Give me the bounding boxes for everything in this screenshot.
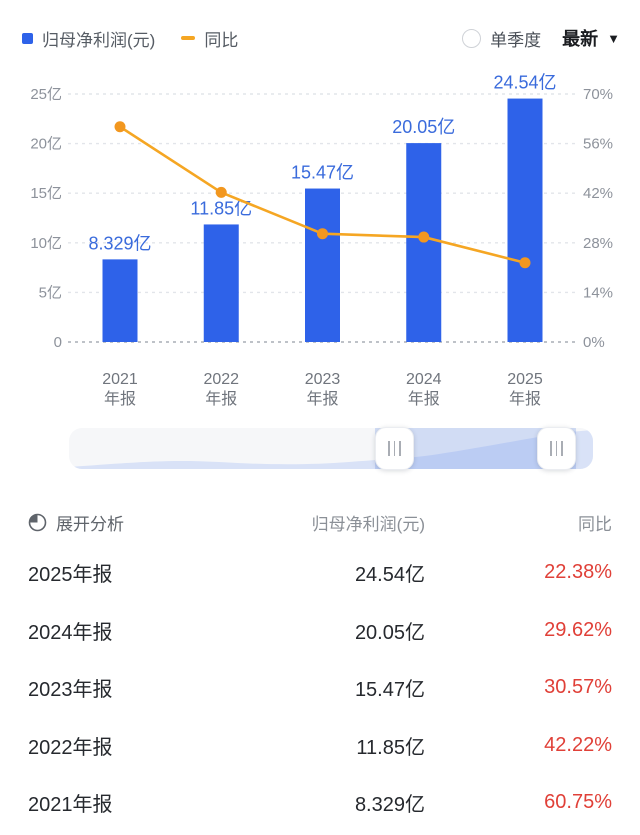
table-row[interactable]: 2023年报 15.47亿 30.57%	[0, 659, 640, 717]
range-slider-area-shape	[69, 430, 593, 469]
x-axis-label-period[interactable]: 年报	[306, 390, 338, 408]
yoy-cell: 60.75%	[544, 791, 612, 814]
period-dropdown-value[interactable]: 最新	[562, 29, 599, 49]
x-axis-label-year[interactable]: 2023	[305, 371, 341, 388]
x-axis-label-year[interactable]: 2021	[102, 371, 138, 388]
left-axis-tick-label: 25亿	[30, 86, 62, 103]
expand-analysis-button[interactable]: 展开分析	[28, 510, 255, 535]
period-cell: 2023年报	[28, 679, 113, 702]
drag-handle-icon	[388, 441, 390, 456]
yoy-cell: 42.22%	[544, 733, 612, 756]
right-axis-tick-label: 28%	[583, 235, 613, 252]
profit-bar[interactable]	[507, 98, 543, 342]
net-profit-cell: 24.54亿	[354, 564, 425, 587]
legend-label: 归母净利润(元)	[42, 30, 156, 50]
period-cell: 2024年报	[28, 621, 113, 644]
analysis-table: 展开分析 归母净利润(元) 同比 2025年报 24.54亿 22.38% 20…	[0, 500, 640, 832]
x-axis-label-year[interactable]: 2022	[203, 371, 239, 388]
yoy-line-point[interactable]	[317, 228, 328, 240]
table-row[interactable]: 2024年报 20.05亿 29.62%	[0, 602, 640, 660]
range-slider-right-handle[interactable]	[537, 427, 576, 470]
x-axis-label-period[interactable]: 年报	[104, 390, 136, 408]
profit-bar[interactable]	[102, 259, 138, 342]
net-profit-cell: 8.329亿	[354, 794, 425, 817]
expand-analysis-label[interactable]: 展开分析	[56, 514, 124, 534]
right-axis-tick-label: 0%	[583, 334, 605, 351]
net-profit-cell: 20.05亿	[354, 621, 425, 644]
chart-legend: 归母净利润(元) 同比	[22, 26, 238, 51]
yoy-line-point[interactable]	[519, 257, 531, 269]
right-axis-tick-label: 42%	[583, 185, 613, 202]
table-header-row: 展开分析 归母净利润(元) 同比	[0, 500, 640, 544]
yoy-cell: 29.62%	[544, 618, 612, 641]
right-axis-tick-label: 14%	[583, 284, 613, 301]
bar-value-label: 15.47亿	[291, 163, 354, 183]
legend-label: 同比	[204, 30, 239, 50]
bar-series-swatch-icon	[22, 32, 33, 44]
period-dropdown[interactable]: 最新 ▼	[562, 25, 620, 51]
yoy-line-point[interactable]	[215, 186, 227, 198]
right-axis-tick-label: 70%	[583, 86, 613, 103]
yoy-line-point[interactable]	[114, 121, 126, 133]
left-axis-tick-label: 10亿	[30, 235, 62, 252]
table-row[interactable]: 2021年报 8.329亿 60.75%	[0, 774, 640, 832]
net-profit-cell: 15.47亿	[354, 679, 425, 702]
range-slider-left-handle[interactable]	[375, 427, 414, 470]
drag-handle-icon	[399, 441, 401, 456]
line-series-swatch-icon	[181, 36, 196, 40]
range-slider-preview	[69, 428, 593, 469]
legend-item-net-profit[interactable]: 归母净利润(元)	[22, 26, 155, 51]
bar-value-label: 11.85亿	[190, 198, 252, 218]
x-axis-label-period[interactable]: 年报	[408, 390, 440, 408]
chart-toolbar: 归母净利润(元) 同比 单季度 最新 ▼	[0, 22, 640, 54]
right-axis-tick-label: 56%	[583, 136, 613, 153]
drag-handle-icon	[555, 441, 558, 456]
column-header-yoy: 同比	[578, 514, 612, 534]
drag-handle-icon	[550, 441, 552, 456]
bar-value-label: 8.329亿	[88, 233, 151, 253]
x-axis-label-year[interactable]: 2024	[406, 371, 442, 388]
x-axis-label-period[interactable]: 年报	[509, 390, 541, 408]
period-cell: 2021年报	[28, 794, 113, 817]
left-axis-tick-label: 5亿	[39, 284, 62, 301]
left-axis-tick-label: 0	[54, 334, 62, 351]
left-axis-tick-label: 20亿	[30, 136, 62, 153]
drag-handle-icon	[561, 441, 563, 456]
x-axis-label-period[interactable]: 年报	[205, 390, 237, 408]
profit-yoy-chart[interactable]: 25亿 20亿 15亿 10亿 5亿 0 70% 56% 42% 28% 14% 0% 8.329亿 11…	[0, 70, 640, 420]
x-axis-label-year[interactable]: 2025	[507, 371, 543, 388]
yoy-cell: 30.57%	[544, 676, 612, 699]
profit-bar[interactable]	[305, 188, 340, 342]
column-header-net-profit: 归母净利润(元)	[311, 514, 425, 534]
drag-handle-icon	[393, 441, 396, 456]
left-axis-tick-label: 15亿	[30, 185, 62, 202]
pie-analysis-icon	[28, 513, 47, 531]
chevron-down-icon[interactable]: ▼	[607, 30, 620, 46]
legend-item-yoy[interactable]: 同比	[181, 26, 238, 51]
chart-range-slider[interactable]	[69, 427, 593, 470]
single-quarter-label[interactable]: 单季度	[490, 30, 542, 50]
period-cell: 2022年报	[28, 736, 113, 759]
single-quarter-radio[interactable]	[462, 28, 482, 48]
yoy-cell: 22.38%	[544, 561, 612, 584]
period-cell: 2025年报	[28, 564, 113, 587]
profit-bar[interactable]	[203, 224, 239, 342]
net-profit-cell: 11.85亿	[356, 736, 425, 759]
bar-value-label: 24.54亿	[493, 73, 556, 93]
yoy-line-point[interactable]	[418, 231, 430, 243]
table-row[interactable]: 2022年报 11.85亿 42.22%	[0, 717, 640, 775]
table-row[interactable]: 2025年报 24.54亿 22.38%	[0, 544, 640, 602]
bar-value-label: 20.05亿	[392, 117, 455, 137]
